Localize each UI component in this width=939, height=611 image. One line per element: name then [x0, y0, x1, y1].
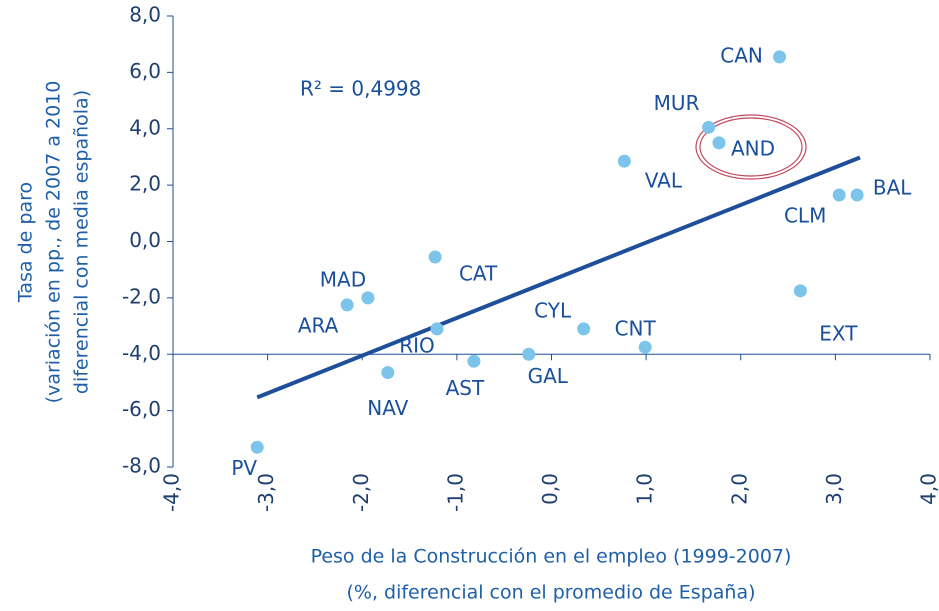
y-tick-label: -8,0	[122, 454, 161, 478]
point	[250, 440, 264, 454]
point-label: CYL	[534, 298, 572, 322]
point	[638, 340, 652, 354]
point	[850, 188, 864, 202]
point-label: RIO	[399, 333, 435, 357]
point	[522, 347, 536, 361]
point-label: GAL	[528, 364, 569, 388]
point-label: MUR	[654, 91, 700, 115]
x-tick-label: 2,0	[727, 473, 751, 505]
highlight-ring	[695, 114, 807, 180]
x-tick-label: -3,0	[254, 473, 278, 512]
point-label: AND	[731, 136, 775, 160]
y-tick-label: -2,0	[122, 284, 161, 308]
point	[428, 250, 442, 264]
point	[577, 322, 591, 336]
point-label: VAL	[645, 169, 683, 193]
y-tick-label: -4,0	[122, 341, 161, 365]
point	[361, 291, 375, 305]
y-axis-title: (variación en pp., de 2007 a 2010	[43, 81, 65, 404]
point-label: CAN	[720, 43, 763, 67]
point-label: EXT	[819, 321, 858, 345]
point-label: CAT	[459, 262, 498, 286]
y-tick-label: 6,0	[129, 59, 161, 83]
point-label: MAD	[320, 267, 366, 291]
highlight-ring	[699, 117, 803, 177]
point	[381, 366, 395, 380]
y-axis-title: diferencial con media española)	[71, 90, 93, 394]
y-tick-label: 2,0	[129, 172, 161, 196]
r2-annotation: R² = 0,4998	[300, 77, 421, 101]
point	[340, 298, 354, 312]
point	[702, 120, 716, 134]
point-label: AST	[446, 376, 485, 400]
x-axis-title: (%, diferencial con el promedio de Españ…	[346, 582, 755, 604]
x-tick-label: 1,0	[633, 473, 657, 505]
y-tick-label: 8,0	[129, 3, 161, 27]
point-label: PV	[231, 456, 257, 480]
x-tick-label: -2,0	[349, 473, 373, 512]
x-tick-label: -1,0	[443, 473, 467, 512]
point	[773, 50, 787, 64]
x-tick-label: 3,0	[822, 473, 846, 505]
point	[467, 354, 481, 368]
y-tick-label: 4,0	[129, 115, 161, 139]
point	[617, 154, 631, 168]
x-tick-label: -4,0	[160, 473, 184, 512]
point	[712, 136, 726, 150]
x-axis-title: Peso de la Construcción en el empleo (19…	[311, 546, 792, 568]
point	[832, 188, 846, 202]
y-tick-label: -6,0	[122, 397, 161, 421]
point-label: CNT	[615, 317, 657, 341]
point-label: NAV	[367, 396, 408, 420]
y-tick-label: 0,0	[129, 228, 161, 252]
x-tick-label: 0,0	[538, 473, 562, 505]
point	[430, 322, 444, 336]
point-label: CLM	[784, 203, 826, 227]
y-axis-title: Tasa de paro	[15, 182, 37, 303]
x-tick-label: 4,0	[917, 473, 939, 505]
trendline	[256, 155, 861, 400]
point-label: ARA	[298, 313, 339, 337]
point	[793, 284, 807, 298]
point-label: BAL	[873, 175, 912, 199]
